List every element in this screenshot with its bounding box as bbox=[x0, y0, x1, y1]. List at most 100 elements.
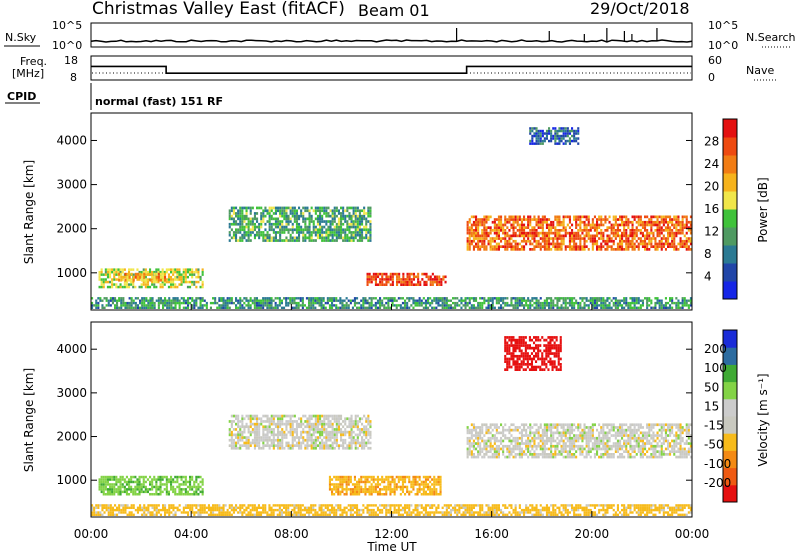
echo-cell bbox=[684, 235, 686, 238]
echo-cell bbox=[648, 243, 650, 246]
echo-cell bbox=[267, 239, 269, 242]
echo-cell bbox=[359, 444, 361, 447]
echo-cell bbox=[431, 488, 433, 491]
echo-cell bbox=[325, 223, 327, 226]
echo-cell bbox=[241, 239, 243, 242]
echo-cell bbox=[311, 434, 313, 437]
echo-cell bbox=[300, 423, 302, 426]
echo-cell bbox=[552, 243, 554, 246]
echo-cell bbox=[250, 228, 252, 231]
echo-cell bbox=[411, 281, 413, 284]
echo-cell bbox=[141, 491, 143, 494]
echo-cell bbox=[157, 486, 159, 489]
echo-cell bbox=[435, 478, 437, 481]
echo-cell bbox=[569, 221, 571, 224]
echo-cell bbox=[510, 302, 512, 304]
echo-cell bbox=[183, 488, 185, 491]
echo-cell bbox=[536, 429, 538, 432]
echo-cell bbox=[344, 423, 346, 426]
echo-cell bbox=[311, 231, 313, 234]
echo-cell bbox=[473, 232, 475, 235]
echo-cell bbox=[615, 307, 617, 309]
echo-cell bbox=[529, 221, 531, 224]
echo-cell bbox=[101, 478, 103, 481]
echo-cell bbox=[527, 216, 529, 219]
echo-cell bbox=[473, 245, 475, 248]
echo-cell bbox=[385, 493, 387, 496]
echo-cell bbox=[289, 300, 291, 302]
echo-cell bbox=[475, 224, 477, 227]
echo-cell bbox=[396, 300, 398, 302]
echo-cell bbox=[306, 237, 308, 240]
echo-cell bbox=[126, 488, 128, 491]
echo-cell bbox=[444, 302, 446, 304]
echo-cell bbox=[517, 445, 519, 448]
echo-cell bbox=[250, 231, 252, 234]
echo-cell bbox=[225, 302, 227, 304]
echo-cell bbox=[336, 209, 338, 212]
echo-cell bbox=[642, 224, 644, 227]
echo-cell bbox=[584, 224, 586, 227]
echo-cell bbox=[262, 218, 264, 221]
echo-cell bbox=[317, 423, 319, 426]
echo-cell bbox=[319, 415, 321, 418]
echo-cell bbox=[256, 431, 258, 434]
echo-cell bbox=[659, 235, 661, 238]
echo-cell bbox=[248, 436, 250, 439]
echo-cell bbox=[309, 417, 311, 420]
echo-cell bbox=[671, 235, 673, 238]
echo-cell bbox=[471, 304, 473, 306]
echo-cell bbox=[172, 486, 174, 489]
echo-cell bbox=[252, 302, 254, 304]
echo-cell bbox=[654, 216, 656, 219]
echo-cell bbox=[139, 486, 141, 489]
echo-cell bbox=[351, 237, 353, 240]
echo-cell bbox=[243, 226, 245, 229]
echo-cell bbox=[310, 302, 312, 304]
echo-cell bbox=[231, 444, 233, 447]
echo-cell bbox=[425, 491, 427, 494]
echo-cell bbox=[469, 243, 471, 246]
echo-cell bbox=[490, 448, 492, 451]
echo-cell bbox=[540, 423, 542, 426]
echo-cell bbox=[363, 447, 365, 450]
echo-cell bbox=[277, 428, 279, 431]
echo-cell bbox=[452, 307, 454, 309]
echo-cell bbox=[436, 281, 438, 284]
echo-cell bbox=[313, 223, 315, 226]
echo-cell bbox=[684, 243, 686, 246]
echo-cell bbox=[267, 444, 269, 447]
echo-cell bbox=[588, 237, 590, 240]
echo-cell bbox=[519, 300, 521, 302]
echo-cell bbox=[239, 302, 241, 304]
echo-cell bbox=[290, 239, 292, 242]
echo-cell bbox=[237, 239, 239, 242]
echo-cell bbox=[523, 216, 525, 219]
echo-cell bbox=[502, 229, 504, 232]
echo-cell bbox=[256, 442, 258, 445]
echo-cell bbox=[602, 218, 604, 221]
echo-cell bbox=[292, 207, 294, 210]
echo-cell bbox=[465, 300, 467, 302]
echo-cell bbox=[392, 273, 394, 276]
echo-cell bbox=[575, 224, 577, 227]
echo-cell bbox=[178, 476, 180, 479]
echo-cell bbox=[575, 232, 577, 235]
echo-cell bbox=[346, 493, 348, 496]
echo-cell bbox=[254, 237, 256, 240]
echo-cell bbox=[350, 493, 352, 496]
echo-cell bbox=[323, 447, 325, 450]
echo-cell bbox=[400, 486, 402, 489]
echo-cell bbox=[411, 273, 413, 276]
echo-cell bbox=[471, 432, 473, 435]
echo-cell bbox=[688, 304, 690, 306]
echo-cell bbox=[579, 248, 581, 251]
echo-cell bbox=[298, 436, 300, 439]
echo-cell bbox=[105, 271, 107, 274]
echo-cell bbox=[586, 216, 588, 219]
echo-cell bbox=[529, 229, 531, 232]
echo-cell bbox=[561, 140, 563, 143]
echo-cell bbox=[546, 437, 548, 440]
echo-cell bbox=[377, 300, 379, 302]
echo-cell bbox=[481, 426, 483, 429]
